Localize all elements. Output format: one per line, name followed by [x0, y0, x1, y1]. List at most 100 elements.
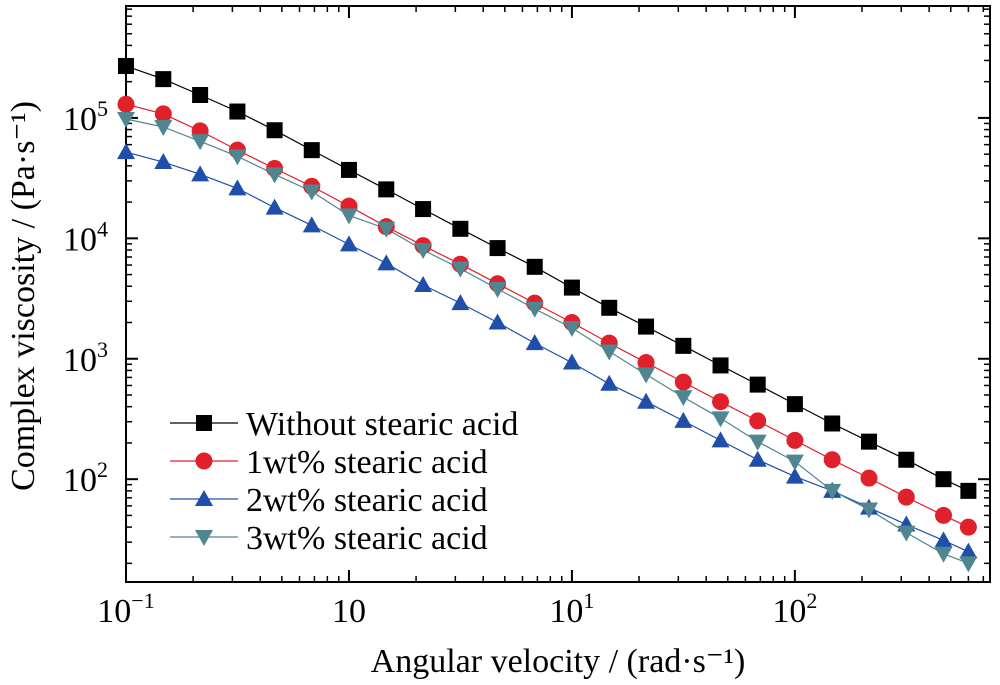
data-point-series-4 [711, 411, 730, 428]
data-point-series-1 [601, 299, 618, 316]
data-point-series-3 [191, 165, 210, 182]
data-point-series-2 [897, 488, 915, 506]
axis-ticks: 10−1 10 101 102 102 103 104 105 [63, 6, 990, 630]
data-point-series-4 [451, 261, 470, 278]
data-point-series-4 [191, 134, 210, 151]
data-point-series-4 [377, 221, 396, 238]
legend-label: 3wt% stearic acid [246, 520, 488, 557]
data-point-series-1 [786, 396, 803, 413]
legend-label: Without stearic acid [246, 406, 518, 443]
data-point-series-4 [154, 120, 173, 137]
data-point-series-1 [415, 201, 432, 218]
legend-marker [196, 415, 212, 431]
plot-area [125, 5, 991, 583]
data-point-series-2 [786, 431, 804, 449]
data-point-series-3 [934, 531, 953, 548]
data-point-series-4 [265, 167, 284, 184]
legend-marker [195, 452, 213, 470]
data-point-series-1 [155, 71, 172, 88]
data-point-series-4 [117, 111, 135, 128]
data-point-series-2 [959, 518, 977, 536]
data-point-series-2 [712, 393, 730, 411]
data-point-series-1 [935, 471, 952, 488]
data-point-series-3 [451, 294, 470, 311]
legend-marker [195, 530, 213, 546]
data-point-series-3 [562, 353, 581, 370]
data-point-series-3 [525, 334, 544, 351]
data-point-series-1 [340, 161, 357, 178]
x-tick-label: 10−1 [97, 588, 154, 630]
data-point-series-3 [488, 313, 507, 330]
data-point-series-2 [154, 105, 172, 123]
data-point-series-1 [303, 142, 320, 159]
x-axis-label: Angular velocity / (rad·s⁻¹) [371, 643, 746, 680]
data-point-series-3 [302, 216, 321, 233]
data-point-series-4 [934, 546, 953, 563]
data-point-series-1 [489, 240, 506, 257]
data-point-series-1 [960, 482, 977, 499]
series-markers [117, 57, 978, 573]
data-point-series-4 [414, 243, 433, 260]
y-tick-label: 104 [63, 216, 108, 258]
data-point-series-3 [711, 431, 730, 448]
data-point-series-4 [562, 321, 581, 338]
x-tick-label: 102 [772, 588, 817, 630]
data-point-series-3 [959, 542, 978, 559]
data-point-series-4 [674, 390, 693, 407]
data-point-series-1 [563, 279, 580, 296]
data-point-series-1 [192, 87, 209, 104]
x-tick-label: 101 [549, 588, 594, 630]
data-point-series-1 [266, 122, 283, 139]
data-point-series-2 [749, 412, 767, 430]
data-point-series-3 [600, 374, 619, 391]
data-point-series-4 [959, 556, 978, 573]
x-tick-label: 10 [332, 593, 366, 630]
data-point-series-1 [675, 337, 692, 354]
data-point-series-3 [265, 198, 284, 215]
legend-label: 1wt% stearic acid [246, 444, 488, 481]
data-point-series-4 [637, 367, 656, 384]
data-point-series-2 [637, 354, 655, 372]
data-point-series-1 [378, 181, 395, 198]
y-tick-label: 102 [63, 457, 108, 499]
data-point-series-4 [748, 434, 767, 451]
data-point-series-4 [488, 281, 507, 298]
data-point-series-3 [154, 153, 173, 170]
data-point-series-4 [823, 483, 842, 500]
legend-marker [195, 490, 213, 506]
data-point-series-1 [452, 220, 469, 237]
data-point-series-1 [898, 451, 915, 468]
data-point-series-3 [785, 467, 804, 484]
legend-label: 2wt% stearic acid [246, 482, 488, 519]
data-point-series-2 [860, 469, 878, 487]
data-point-series-2 [823, 451, 841, 469]
data-point-series-1 [526, 258, 543, 275]
data-point-series-1 [118, 57, 134, 74]
y-tick-label: 103 [63, 337, 108, 379]
data-point-series-4 [339, 208, 358, 225]
data-point-series-3 [637, 392, 656, 409]
data-point-series-1 [712, 357, 729, 374]
y-axis-label: Complex viscosity / (Pa·s⁻¹) [5, 101, 42, 491]
data-point-series-2 [117, 95, 135, 113]
data-point-series-4 [228, 149, 247, 166]
data-point-series-4 [600, 344, 619, 361]
data-point-series-3 [414, 275, 433, 292]
data-point-series-2 [674, 373, 692, 391]
data-point-series-3 [228, 179, 247, 196]
data-point-series-4 [785, 454, 804, 471]
data-point-series-4 [302, 184, 321, 201]
data-point-series-3 [377, 254, 396, 271]
data-point-series-4 [860, 502, 879, 519]
data-point-series-1 [638, 318, 655, 335]
y-tick-label: 105 [63, 96, 108, 138]
data-point-series-2 [935, 506, 953, 524]
data-point-series-3 [117, 143, 135, 160]
data-point-series-1 [861, 433, 878, 450]
data-point-series-3 [748, 450, 767, 467]
data-point-series-3 [339, 235, 358, 252]
data-point-series-1 [824, 415, 841, 432]
data-point-series-4 [897, 525, 916, 542]
